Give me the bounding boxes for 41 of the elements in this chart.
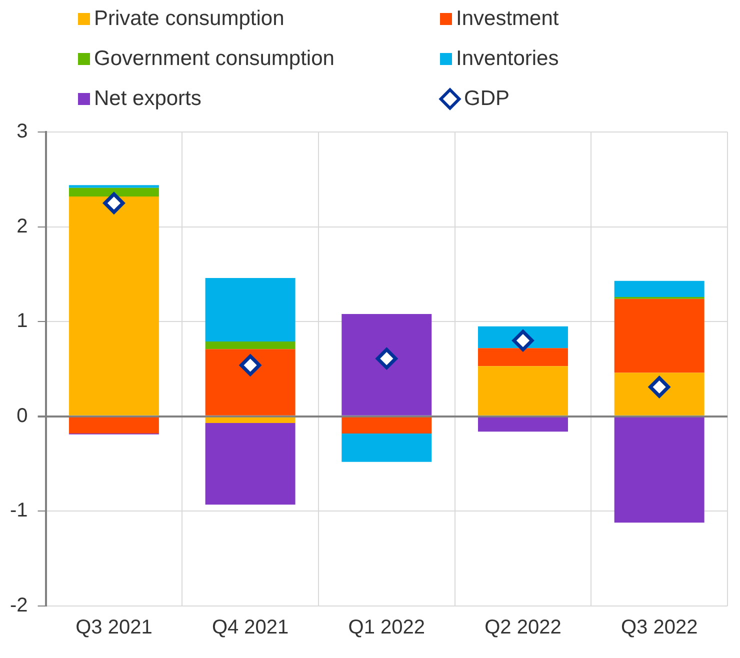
legend-label: Investment	[456, 7, 559, 31]
legend-label: Net exports	[94, 87, 202, 111]
bar	[342, 417, 432, 434]
bar	[478, 366, 568, 416]
y-tick-label: -2	[10, 594, 28, 617]
x-tick-label: Q2 2022	[484, 616, 562, 639]
bar	[68, 188, 159, 196]
x-tick-label: Q4 2021	[212, 616, 289, 639]
bar	[614, 280, 704, 297]
y-tick-label: 0	[16, 404, 28, 427]
legend-label: Inventories	[456, 47, 559, 71]
x-tick-label: Q1 2022	[348, 616, 426, 639]
legend-label: Government consumption	[94, 47, 334, 71]
y-tick-label: -1	[10, 500, 28, 522]
point	[103, 192, 125, 214]
legend-label: GDP	[464, 87, 510, 111]
bar	[614, 298, 704, 373]
bar	[205, 278, 296, 342]
point	[240, 354, 262, 376]
bar	[478, 348, 568, 366]
point	[512, 330, 534, 352]
bar	[205, 349, 296, 416]
bar	[205, 417, 296, 424]
bar	[68, 196, 159, 416]
y-tick-label: 3	[16, 120, 28, 143]
bar	[68, 185, 159, 188]
point	[648, 376, 670, 398]
bar	[68, 417, 159, 434]
point	[376, 348, 398, 370]
y-tick-label: 2	[16, 215, 28, 238]
bar	[205, 342, 296, 350]
x-tick-label: Q3 2021	[76, 616, 152, 639]
bar	[614, 372, 704, 416]
bar	[205, 423, 296, 505]
bar	[478, 417, 568, 432]
x-tick-label: Q3 2022	[620, 616, 698, 639]
y-tick-label: 1	[16, 310, 28, 332]
bar	[614, 417, 704, 523]
legend-label: Private consumption	[94, 7, 284, 31]
bar	[342, 433, 432, 462]
bar	[342, 314, 432, 416]
